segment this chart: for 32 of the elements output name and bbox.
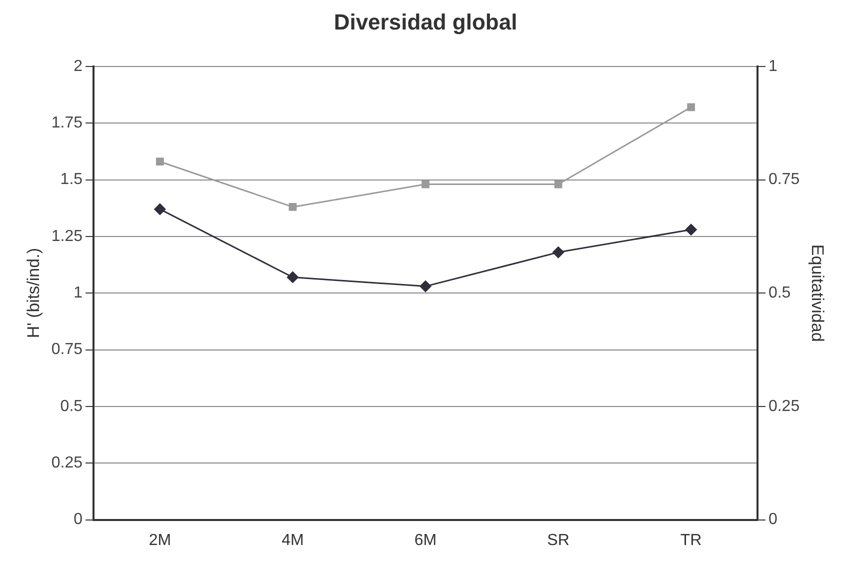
y-tick-label: 2 bbox=[74, 58, 83, 75]
point bbox=[288, 203, 297, 211]
y-tick-label: 0.25 bbox=[51, 454, 83, 472]
point bbox=[286, 271, 298, 283]
y-tick-label: 1 bbox=[74, 284, 83, 302]
y-axis-title: H' (bits/ind.) bbox=[24, 248, 43, 338]
y-tick-label: 0.5 bbox=[60, 398, 83, 415]
y-tick-label: 1.75 bbox=[51, 114, 83, 132]
y-tick-label: 0 bbox=[74, 511, 83, 528]
y2-tick-label: 0 bbox=[768, 511, 778, 528]
y2-tick-label: 1 bbox=[768, 58, 778, 75]
point bbox=[422, 180, 430, 188]
x-tick-label: 2M bbox=[148, 532, 172, 549]
x-tick-label: SR bbox=[547, 532, 570, 549]
x-tick-label: TR bbox=[680, 532, 702, 549]
point bbox=[685, 224, 697, 236]
x-tick-label: 4M bbox=[282, 532, 304, 549]
x-tick-label: 6M bbox=[414, 532, 437, 549]
y-tick-label: 1.5 bbox=[60, 171, 83, 188]
point bbox=[156, 158, 164, 166]
point bbox=[154, 203, 166, 215]
y2-tick-label: 0.5 bbox=[768, 284, 791, 302]
chart-title: Diversidad global bbox=[334, 9, 518, 34]
point bbox=[687, 103, 695, 112]
y-tick-label: 1.25 bbox=[51, 228, 83, 245]
y-tick-label: 0.75 bbox=[51, 341, 83, 358]
y2-tick-label: 0.75 bbox=[768, 171, 800, 188]
y2-tick-label: 0.25 bbox=[768, 398, 800, 415]
point bbox=[420, 280, 432, 292]
point bbox=[552, 246, 564, 258]
point bbox=[554, 180, 562, 188]
y2-axis-title: Equitatividad bbox=[808, 244, 828, 342]
